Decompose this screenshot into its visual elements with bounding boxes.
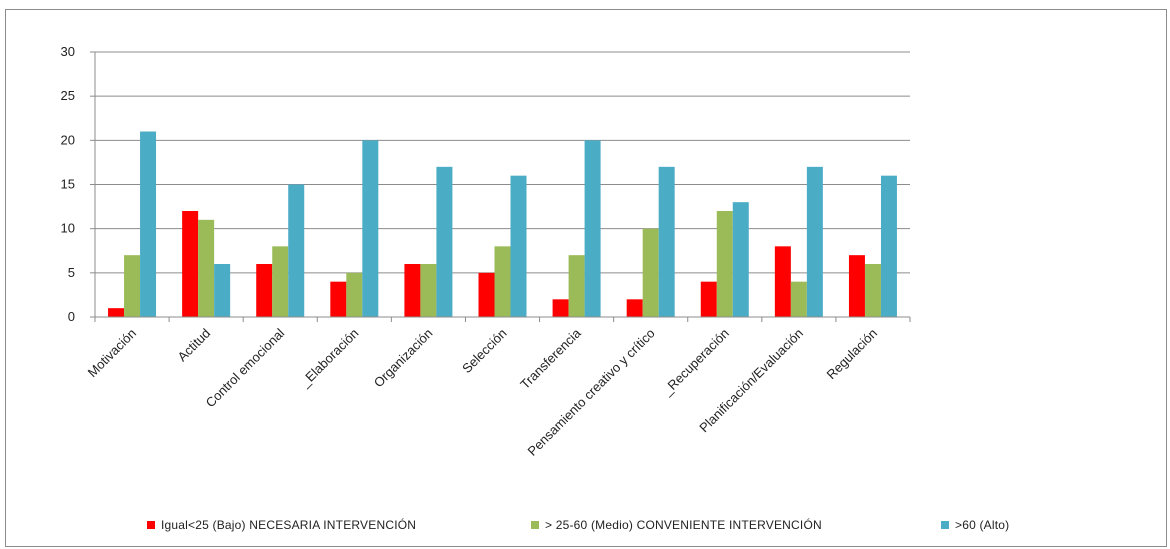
bar bbox=[510, 175, 527, 317]
x-tick-label: Actitud bbox=[175, 326, 214, 365]
x-tick-label: Control emocional bbox=[203, 325, 288, 410]
bar bbox=[346, 272, 363, 317]
bar bbox=[658, 166, 675, 317]
bar bbox=[716, 211, 733, 317]
bar bbox=[330, 281, 347, 317]
y-tick-label: 30 bbox=[61, 44, 75, 59]
bar bbox=[256, 264, 273, 317]
legend-item-medio: > 25-60 (Medio) CONVENIENTE INTERVENCIÓN bbox=[531, 518, 822, 532]
bar bbox=[272, 246, 289, 317]
bar bbox=[806, 166, 823, 317]
bar bbox=[494, 246, 511, 317]
bar bbox=[182, 211, 199, 317]
legend-label-medio: > 25-60 (Medio) CONVENIENTE INTERVENCIÓN bbox=[545, 518, 822, 532]
x-tick-label: Transferencia bbox=[517, 325, 584, 392]
x-tick-label: Selección bbox=[459, 326, 509, 376]
y-tick-label: 25 bbox=[61, 88, 75, 103]
x-tick-label: Regulación bbox=[823, 326, 880, 383]
y-tick-label: 20 bbox=[61, 132, 75, 147]
legend-swatch-medio bbox=[531, 521, 539, 529]
bar bbox=[700, 281, 717, 317]
bar bbox=[864, 264, 881, 317]
bar bbox=[436, 166, 453, 317]
bar bbox=[732, 202, 749, 317]
bar bbox=[420, 264, 437, 317]
bar bbox=[362, 140, 379, 317]
bar bbox=[848, 255, 865, 317]
legend-swatch-alto bbox=[941, 521, 949, 529]
legend-item-alto: >60 (Alto) bbox=[941, 518, 1009, 532]
x-tick-label: Motivación bbox=[85, 326, 140, 381]
bar bbox=[108, 308, 125, 317]
bar bbox=[880, 175, 897, 317]
y-tick-label: 0 bbox=[68, 309, 75, 324]
legend-swatch-bajo bbox=[147, 521, 155, 529]
bar bbox=[214, 264, 231, 317]
legend-label-alto: >60 (Alto) bbox=[955, 518, 1010, 532]
bar bbox=[642, 228, 659, 317]
legend-label-bajo: Igual<25 (Bajo) NECESARIA INTERVENCIÓN bbox=[161, 518, 417, 532]
x-tick-label: Pensamiento creativo y crítico bbox=[525, 326, 658, 459]
x-tick-label: Organización bbox=[371, 326, 436, 391]
bar bbox=[198, 219, 215, 317]
x-tick-label: _Elaboración bbox=[296, 326, 361, 391]
bar bbox=[288, 184, 305, 317]
bar bbox=[790, 281, 807, 317]
y-tick-label: 15 bbox=[61, 177, 75, 192]
x-tick-label: _Recuperación bbox=[659, 326, 732, 399]
bar bbox=[140, 131, 157, 317]
y-tick-label: 5 bbox=[68, 265, 75, 280]
bar bbox=[584, 140, 601, 317]
bar bbox=[774, 246, 791, 317]
bar bbox=[404, 264, 421, 317]
bar bbox=[478, 272, 495, 317]
bar bbox=[552, 299, 569, 317]
bar bbox=[568, 255, 585, 317]
bar bbox=[626, 299, 643, 317]
legend: Igual<25 (Bajo) NECESARIA INTERVENCIÓN >… bbox=[0, 518, 1170, 538]
bar bbox=[124, 255, 141, 317]
legend-item-bajo: Igual<25 (Bajo) NECESARIA INTERVENCIÓN bbox=[147, 518, 416, 532]
y-tick-label: 10 bbox=[61, 221, 75, 236]
